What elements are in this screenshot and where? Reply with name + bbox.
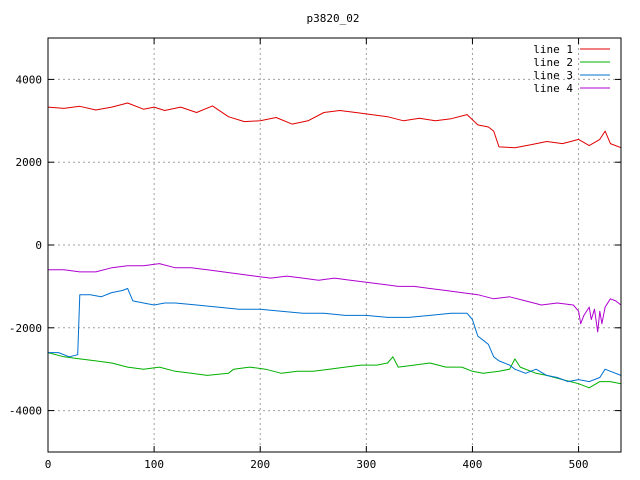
y-tick-label: 4000 bbox=[16, 73, 43, 86]
x-tick-label: 500 bbox=[569, 458, 589, 471]
x-tick-label: 200 bbox=[250, 458, 270, 471]
axis-ticks: 0 100 200 300 400 500 -4000 -2000 0 2000 4000 bbox=[9, 38, 621, 471]
grid bbox=[47, 38, 621, 452]
plot-frame bbox=[47, 37, 622, 453]
x-tick-label: 100 bbox=[144, 458, 164, 471]
series-line-2 bbox=[47, 352, 622, 389]
y-tick-label: -2000 bbox=[9, 322, 42, 335]
chart-title: p3820_02 bbox=[307, 12, 360, 25]
series-line-3 bbox=[48, 288, 622, 383]
legend-label-3: line 3 bbox=[533, 69, 573, 82]
x-tick-label: 300 bbox=[356, 458, 376, 471]
legend-label-1: line 1 bbox=[533, 43, 573, 56]
legend-label-2: line 2 bbox=[533, 56, 573, 69]
y-tick-label: 0 bbox=[35, 239, 42, 252]
series-line-1 bbox=[47, 102, 622, 149]
plot-area bbox=[47, 102, 622, 389]
y-tick-label: -4000 bbox=[9, 405, 42, 418]
legend-label-4: line 4 bbox=[533, 82, 573, 95]
x-tick-label: 0 bbox=[45, 458, 52, 471]
x-tick-label: 400 bbox=[463, 458, 483, 471]
y-tick-label: 2000 bbox=[16, 156, 43, 169]
series-line-4 bbox=[48, 263, 622, 333]
